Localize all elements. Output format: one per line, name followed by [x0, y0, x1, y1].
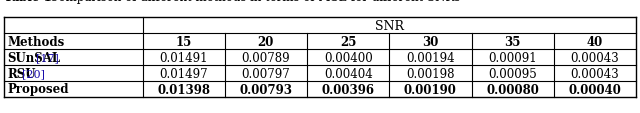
- Text: [17]: [17]: [35, 53, 58, 62]
- Text: 0.00095: 0.00095: [488, 67, 537, 80]
- Text: 0.00797: 0.00797: [241, 67, 291, 80]
- Text: Proposed: Proposed: [7, 83, 68, 96]
- Text: 0.00043: 0.00043: [570, 67, 620, 80]
- Text: Methods: Methods: [7, 35, 64, 48]
- Text: 0.00091: 0.00091: [488, 51, 537, 64]
- Text: 0.00080: 0.00080: [486, 83, 539, 96]
- Text: 0.01491: 0.01491: [159, 51, 208, 64]
- Text: 35: 35: [504, 35, 521, 48]
- Text: SNR: SNR: [375, 19, 404, 32]
- Text: [20]: [20]: [22, 68, 45, 78]
- Text: 0.00789: 0.00789: [242, 51, 290, 64]
- Text: 15: 15: [175, 35, 192, 48]
- Text: 0.00400: 0.00400: [324, 51, 372, 64]
- Text: SUnSAL: SUnSAL: [7, 51, 60, 64]
- Text: 0.01497: 0.01497: [159, 67, 208, 80]
- Text: 0.00194: 0.00194: [406, 51, 454, 64]
- Text: Comparison of different methods in terms of MSE for different SNRs: Comparison of different methods in terms…: [42, 0, 460, 4]
- Text: 0.01398: 0.01398: [157, 83, 210, 96]
- Text: 0.00396: 0.00396: [322, 83, 374, 96]
- Text: 20: 20: [258, 35, 274, 48]
- Text: Table 1: Table 1: [4, 0, 52, 4]
- Text: 0.00404: 0.00404: [324, 67, 372, 80]
- Text: 0.00190: 0.00190: [404, 83, 457, 96]
- Text: 0.00040: 0.00040: [568, 83, 621, 96]
- Text: 30: 30: [422, 35, 438, 48]
- Text: 0.00043: 0.00043: [570, 51, 620, 64]
- Text: 0.00198: 0.00198: [406, 67, 454, 80]
- Text: 40: 40: [587, 35, 603, 48]
- Text: RSU: RSU: [7, 67, 35, 80]
- Text: 25: 25: [340, 35, 356, 48]
- Text: 0.00793: 0.00793: [239, 83, 292, 96]
